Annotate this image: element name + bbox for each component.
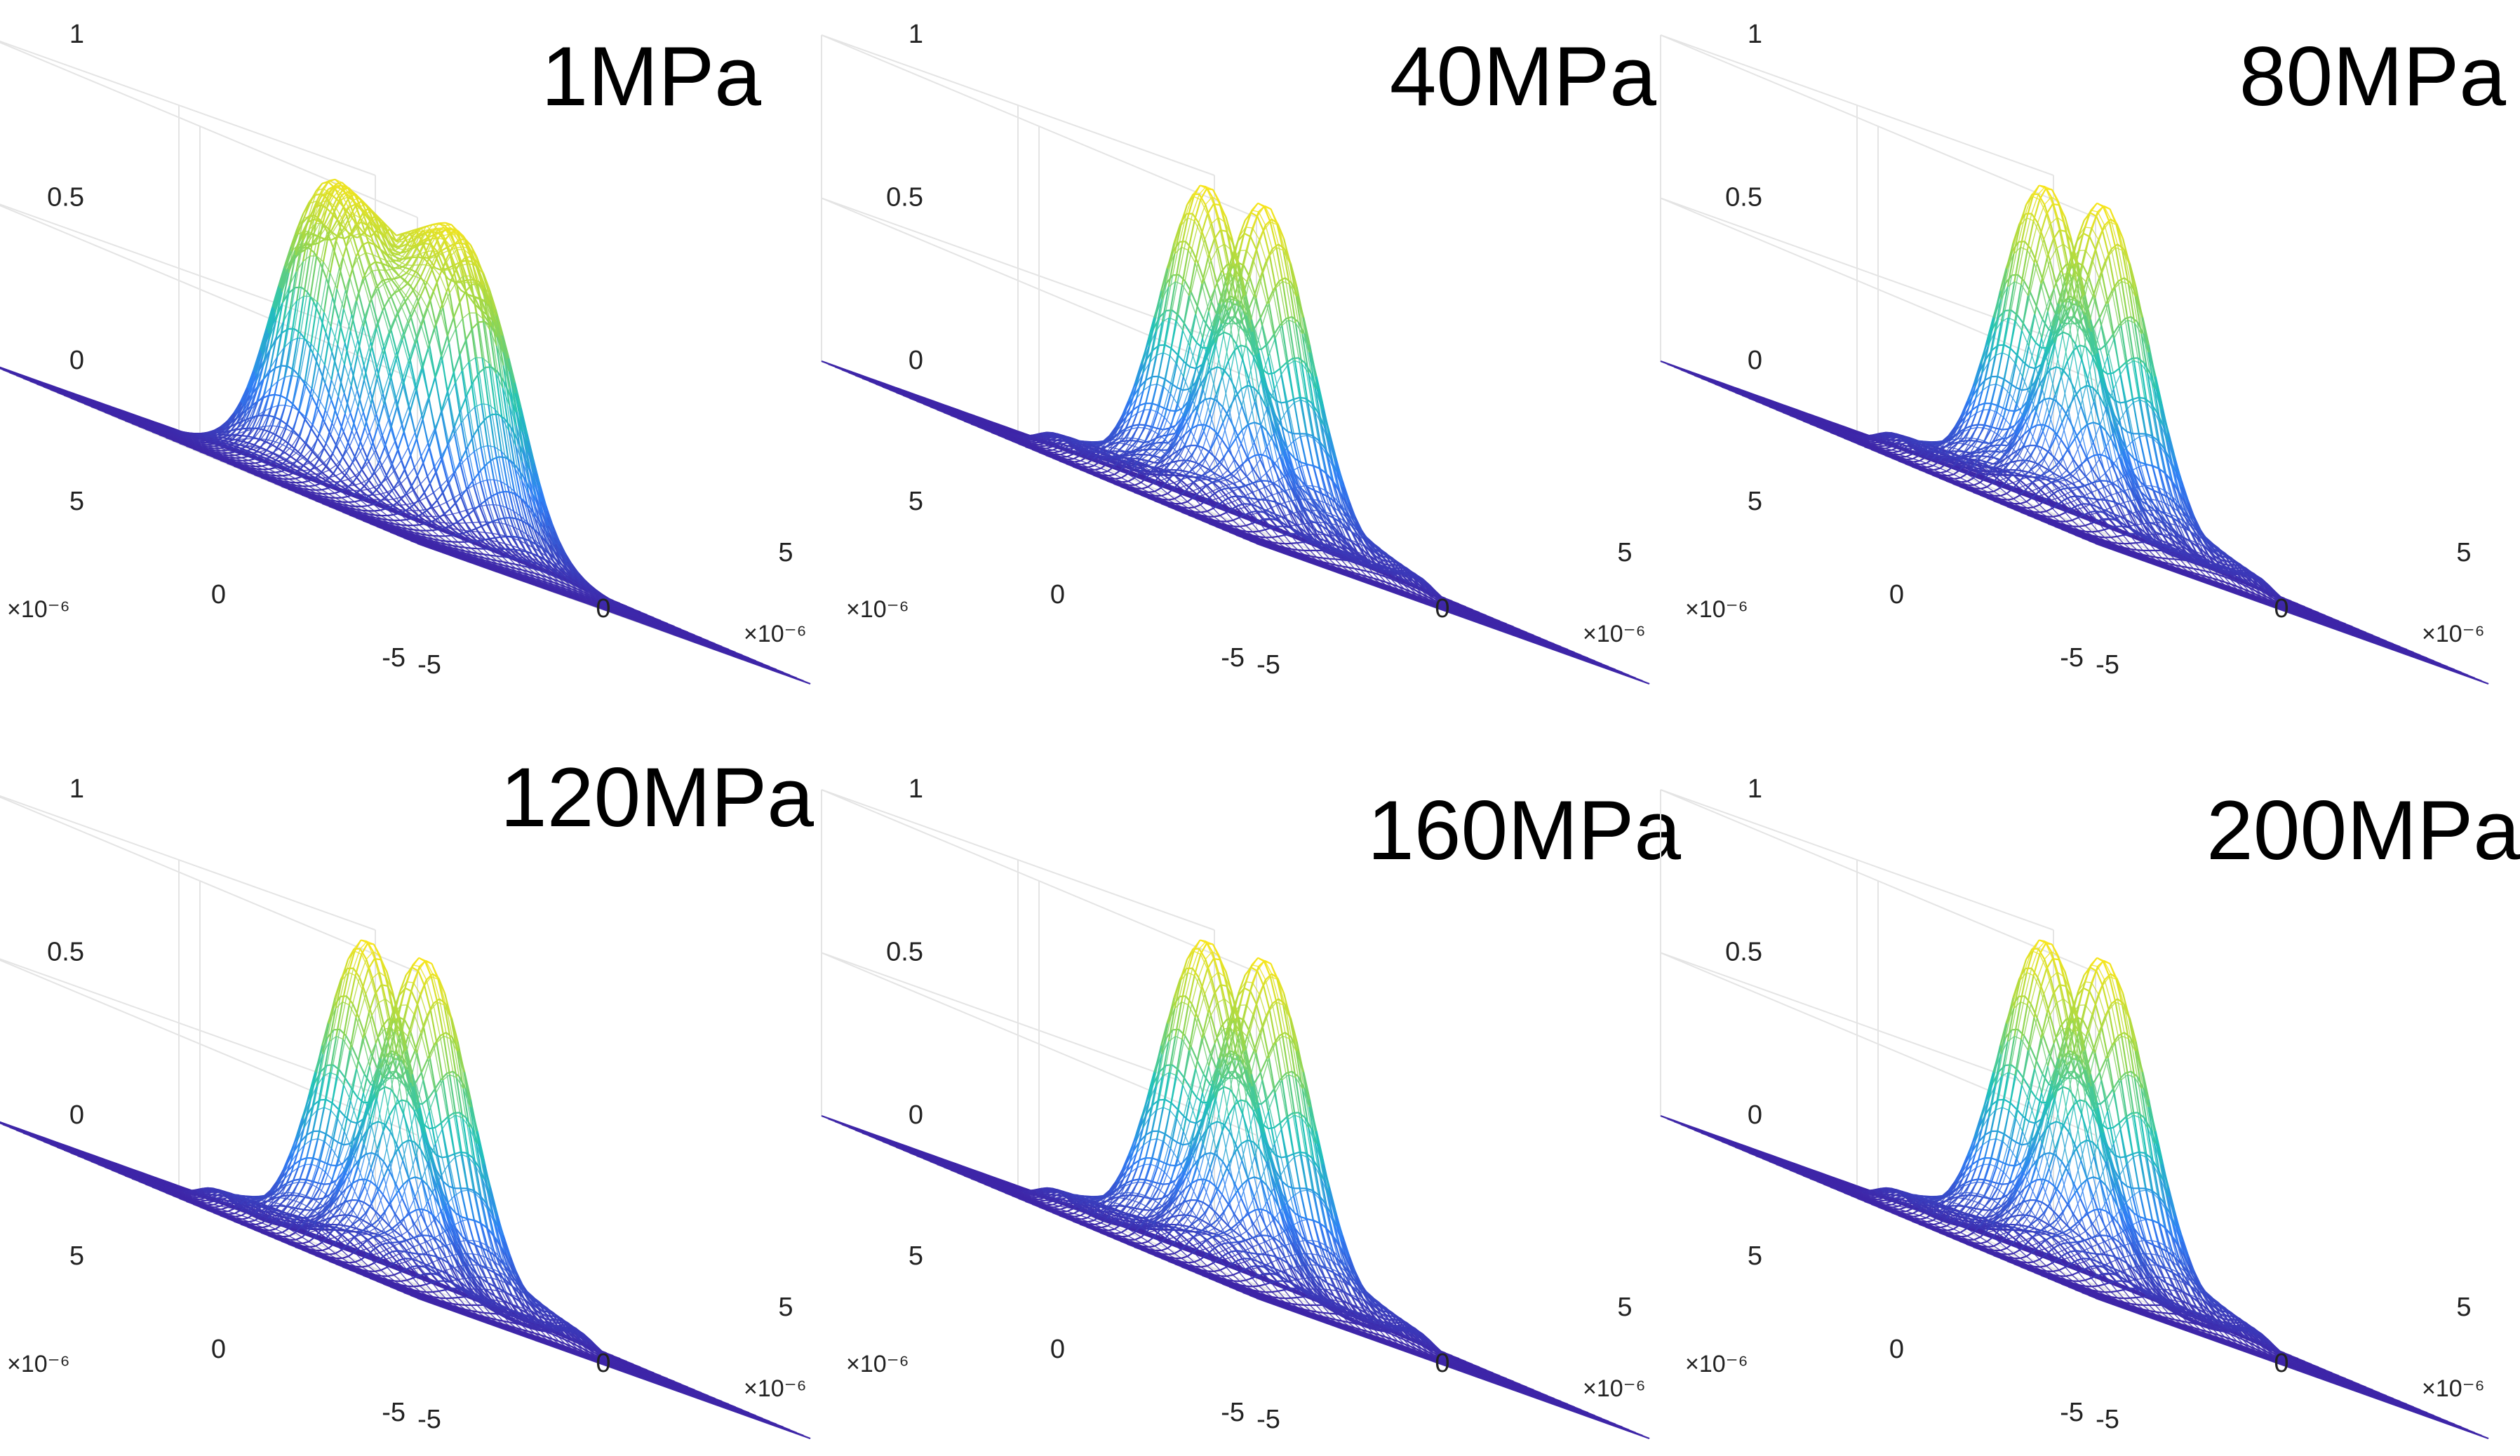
x-tick-label: -5 [2096, 650, 2119, 680]
x-tick-label: 5 [1617, 1293, 1632, 1322]
x-axis-multiplier: ×10⁻⁶ [744, 1375, 807, 1402]
axes-box [1661, 35, 2488, 684]
z-tick-label: 0.5 [47, 183, 84, 213]
z-tick-label: 1 [69, 774, 84, 804]
panel-title: 200MPa [2206, 783, 2520, 877]
x-tick-label: -5 [1256, 650, 1280, 680]
z-tick-label: 0 [1748, 1100, 1762, 1130]
axes-box [0, 35, 810, 684]
z-tick-label: 1 [1748, 20, 1762, 49]
y-axis-multiplier: ×10⁻⁶ [7, 596, 70, 623]
surface-mesh [0, 940, 810, 1438]
x-tick-label: -5 [2096, 1405, 2119, 1434]
x-tick-label: 0 [596, 594, 610, 623]
y-tick-label: 0 [211, 580, 226, 609]
panel-title: 120MPa [500, 750, 814, 844]
z-tick-label: 0.5 [1725, 183, 1762, 213]
z-tick-label: 0 [69, 346, 84, 375]
z-tick-label: 0.5 [886, 183, 923, 213]
y-tick-label: -5 [2060, 1398, 2084, 1427]
y-tick-label: -5 [382, 643, 406, 673]
x-axis-multiplier: ×10⁻⁶ [1583, 1375, 1646, 1402]
z-tick-label: 0.5 [47, 938, 84, 967]
x-axis-multiplier: ×10⁻⁶ [1583, 621, 1646, 647]
surface-panel: 0 0.5 1 5 0 -5 -5 0 5 ×10⁻⁶ ×10⁻⁶ 80MPa [1661, 20, 2506, 684]
z-tick-label: 1 [909, 20, 923, 49]
z-tick-label: 0 [909, 1100, 923, 1130]
surface-panel: 0 0.5 1 5 0 -5 -5 0 5 ×10⁻⁶ ×10⁻⁶ 160MPa [822, 774, 1681, 1438]
axes-box [0, 790, 810, 1438]
panel-title: 160MPa [1367, 783, 1681, 877]
x-axis-multiplier: ×10⁻⁶ [744, 621, 807, 647]
x-tick-label: -5 [417, 1405, 441, 1434]
surface-mesh [0, 180, 810, 684]
panel-title: 80MPa [2239, 29, 2506, 123]
surface-panel: 0 0.5 1 5 0 -5 -5 0 5 ×10⁻⁶ ×10⁻⁶ 120MPa [0, 750, 814, 1438]
x-tick-label: 0 [1435, 594, 1449, 623]
y-tick-label: 0 [1050, 580, 1065, 609]
x-axis-multiplier: ×10⁻⁶ [2422, 1375, 2485, 1402]
y-axis-multiplier: ×10⁻⁶ [846, 1351, 909, 1377]
y-tick-label: 0 [1050, 1335, 1065, 1364]
surface-panel: 0 0.5 1 5 0 -5 -5 0 5 ×10⁻⁶ ×10⁻⁶ 1MPa [0, 20, 810, 684]
z-tick-label: 0.5 [1725, 938, 1762, 967]
x-tick-label: 5 [778, 1293, 793, 1322]
y-tick-label: -5 [1221, 1398, 1245, 1427]
x-tick-label: -5 [417, 650, 441, 680]
z-tick-label: 1 [69, 20, 84, 49]
z-tick-label: 0.5 [886, 938, 923, 967]
x-tick-label: 5 [2456, 1293, 2471, 1322]
x-tick-label: 5 [1617, 538, 1632, 567]
y-tick-label: 0 [1889, 1335, 1904, 1364]
y-tick-label: 5 [909, 487, 923, 516]
y-tick-label: -5 [382, 1398, 406, 1427]
surface-mesh [1661, 940, 2488, 1438]
y-tick-label: 5 [69, 1241, 84, 1271]
x-tick-label: 0 [2274, 1349, 2288, 1378]
y-tick-label: -5 [2060, 643, 2084, 673]
axes-box [822, 35, 1649, 684]
y-tick-label: 5 [1748, 1241, 1762, 1271]
surface-panel: 0 0.5 1 5 0 -5 -5 0 5 ×10⁻⁶ ×10⁻⁶ 40MPa [822, 20, 1656, 684]
surface-mesh [1661, 185, 2488, 684]
panel-title: 1MPa [542, 29, 762, 123]
y-tick-label: 5 [1748, 487, 1762, 516]
z-tick-label: 0 [69, 1100, 84, 1130]
z-tick-label: 0 [909, 346, 923, 375]
y-tick-label: 5 [69, 487, 84, 516]
y-axis-multiplier: ×10⁻⁶ [1685, 596, 1748, 623]
panel-title: 40MPa [1390, 29, 1656, 123]
z-tick-label: 1 [909, 774, 923, 804]
z-tick-label: 0 [1748, 346, 1762, 375]
x-axis-multiplier: ×10⁻⁶ [2422, 621, 2485, 647]
x-tick-label: 0 [2274, 594, 2288, 623]
y-axis-multiplier: ×10⁻⁶ [7, 1351, 70, 1377]
axes-box [1661, 790, 2488, 1438]
x-tick-label: 5 [778, 538, 793, 567]
y-tick-label: 0 [1889, 580, 1904, 609]
surface-mesh [822, 185, 1649, 684]
surface-mesh [822, 940, 1649, 1438]
x-tick-label: 0 [1435, 1349, 1449, 1378]
x-tick-label: 0 [596, 1349, 610, 1378]
y-axis-multiplier: ×10⁻⁶ [1685, 1351, 1748, 1377]
y-axis-multiplier: ×10⁻⁶ [846, 596, 909, 623]
axes-box [822, 790, 1649, 1438]
x-tick-label: -5 [1256, 1405, 1280, 1434]
y-tick-label: -5 [1221, 643, 1245, 673]
surface-panel: 0 0.5 1 5 0 -5 -5 0 5 ×10⁻⁶ ×10⁻⁶ 200MPa [1661, 774, 2520, 1438]
y-tick-label: 5 [909, 1241, 923, 1271]
x-tick-label: 5 [2456, 538, 2471, 567]
z-tick-label: 1 [1748, 774, 1762, 804]
y-tick-label: 0 [211, 1335, 226, 1364]
